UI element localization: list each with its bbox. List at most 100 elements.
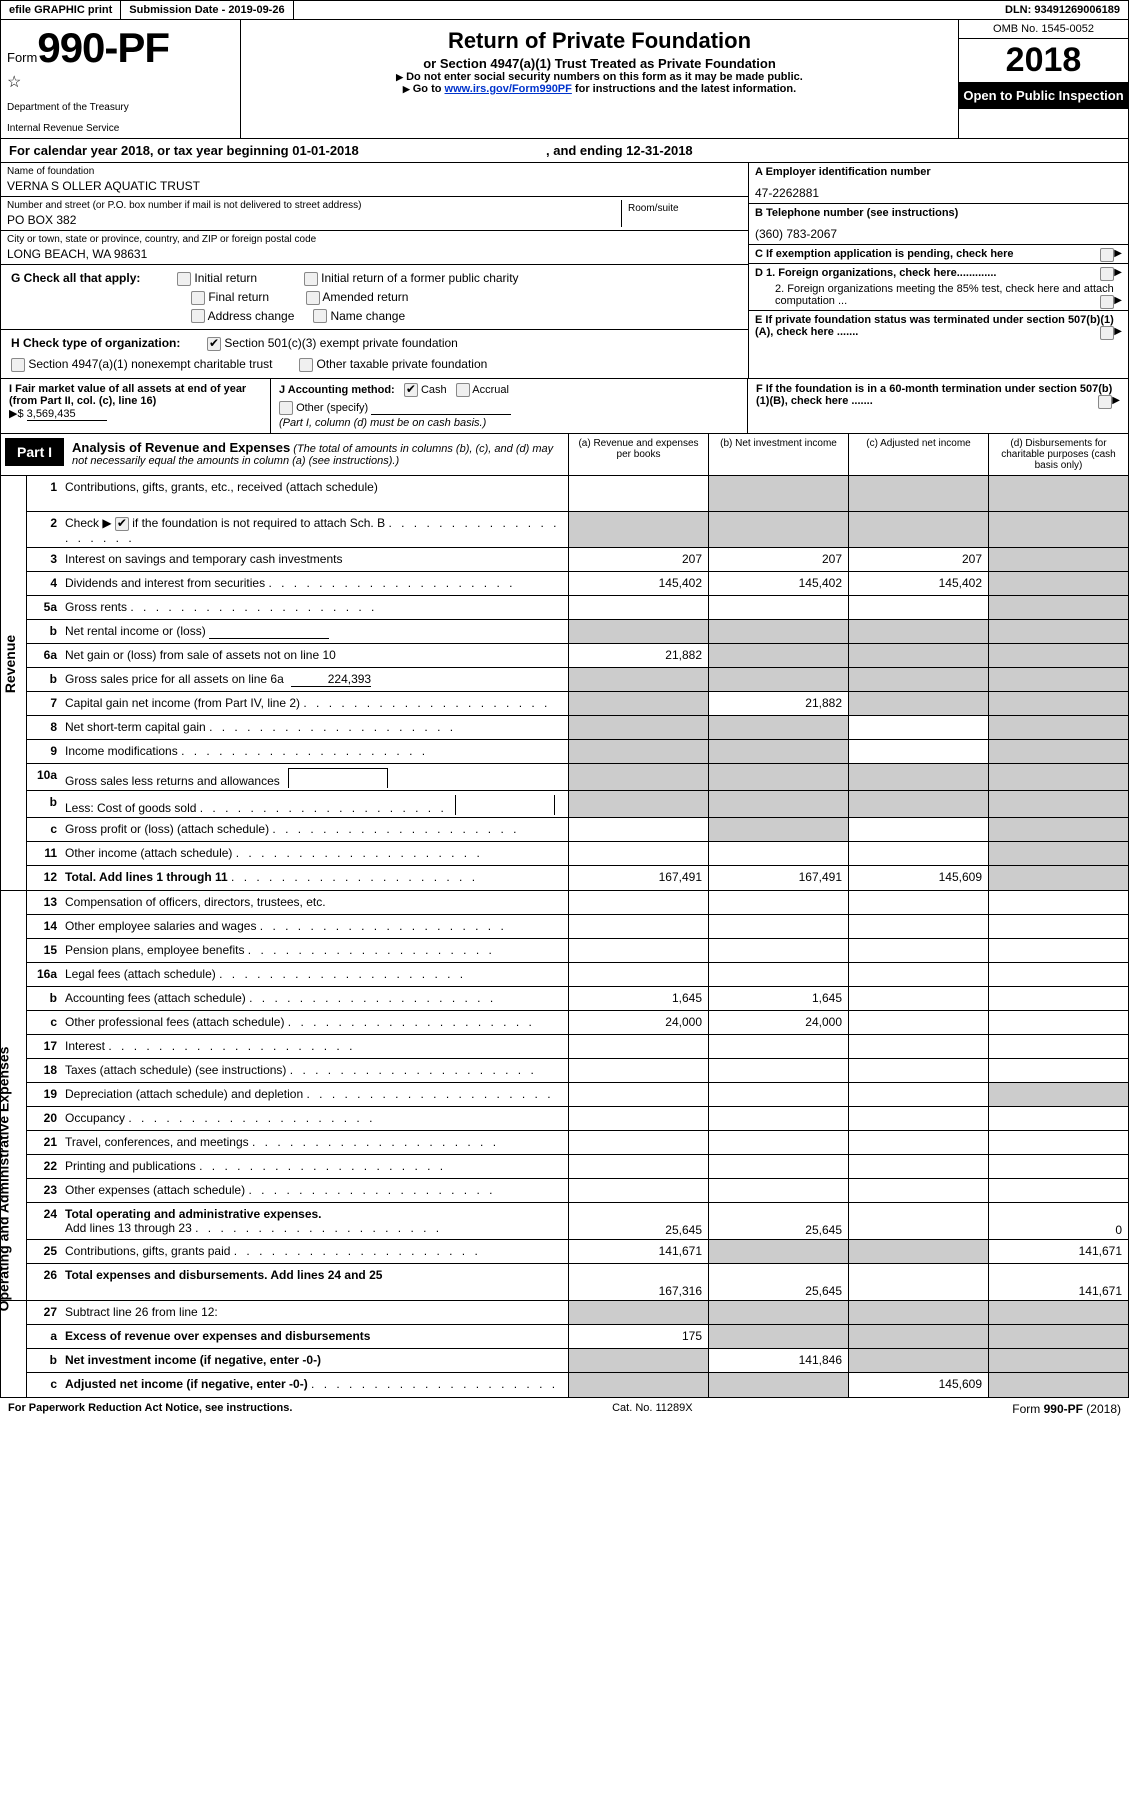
ln-21: 21 [27,1131,65,1154]
col-a-head: (a) Revenue and expenses per books [568,434,708,475]
ln-27a: a [27,1325,65,1348]
ein-value: 47-2262881 [755,186,1122,200]
cb-other-taxable[interactable] [299,358,313,372]
r4-c: 145,402 [848,572,988,595]
i-label: I Fair market value of all assets at end… [9,383,246,407]
g-opt3: Final return [208,290,269,304]
cb-60month[interactable] [1098,395,1112,409]
col-c-head: (c) Adjusted net income [848,434,988,475]
ijf-row: I Fair market value of all assets at end… [0,379,1129,434]
r16c-a: 24,000 [568,1011,708,1034]
ln-7: 7 [27,692,65,715]
cb-initial-return[interactable] [177,272,191,286]
ssn-warning: Do not enter social security numbers on … [406,71,803,83]
desc-27b: Net investment income (if negative, ente… [65,1349,568,1372]
j-label: J Accounting method: [279,384,395,396]
cb-address-change[interactable] [191,309,205,323]
r25-a: 141,671 [568,1240,708,1263]
cb-terminated[interactable] [1100,326,1114,340]
j-note: (Part I, column (d) must be on cash basi… [279,417,739,429]
cb-amended[interactable] [306,291,320,305]
r24-b: 25,645 [708,1203,848,1239]
form-header: Form990-PF ☆ Department of the Treasury … [0,20,1129,139]
desc-13: Compensation of officers, directors, tru… [65,891,568,914]
desc-9: Income modifications [65,740,568,763]
desc-27a: Excess of revenue over expenses and disb… [65,1325,568,1348]
expenses-side-label: Operating and Administrative Expenses [1,891,27,1300]
ln-24: 24 [27,1203,65,1239]
r26-b: 25,645 [708,1264,848,1300]
desc-17: Interest [65,1035,568,1058]
ln-5a: 5a [27,596,65,619]
ln-25: 25 [27,1240,65,1263]
cb-final-return[interactable] [191,291,205,305]
footer-center: Cat. No. 11289X [612,1402,693,1416]
ln-8: 8 [27,716,65,739]
r3-c: 207 [848,548,988,571]
header-center: Return of Private Foundation or Section … [241,20,958,138]
desc-15: Pension plans, employee benefits [65,939,568,962]
cb-initial-former[interactable] [304,272,318,286]
r16b-b: 1,645 [708,987,848,1010]
desc-22: Printing and publications [65,1155,568,1178]
g-opt1: Initial return [194,271,257,285]
desc-8: Net short-term capital gain [65,716,568,739]
desc-18: Taxes (attach schedule) (see instruction… [65,1059,568,1082]
open-to-public: Open to Public Inspection [959,82,1128,109]
header-left: Form990-PF ☆ Department of the Treasury … [1,20,241,138]
goto-suffix: for instructions and the latest informat… [572,83,796,95]
ln-1: 1 [27,476,65,511]
r3-a: 207 [568,548,708,571]
goto-link[interactable]: www.irs.gov/Form990PF [445,83,572,95]
cb-sch-b[interactable] [115,517,129,531]
r6b-inline: 224,393 [291,672,371,687]
address-value: PO BOX 382 [7,213,621,227]
r16c-b: 24,000 [708,1011,848,1034]
r6a-a: 21,882 [568,644,708,667]
cal-end: 12-31-2018 [626,143,693,158]
r12-c: 145,609 [848,866,988,890]
cb-accrual[interactable] [456,383,470,397]
r12-a: 167,491 [568,866,708,890]
ln-3: 3 [27,548,65,571]
omb-number: OMB No. 1545-0052 [959,20,1128,39]
cb-501c3[interactable] [207,337,221,351]
ln-13: 13 [27,891,65,914]
desc-1: Contributions, gifts, grants, etc., rece… [65,476,568,511]
cb-name-change[interactable] [313,309,327,323]
j-cash: Cash [421,384,447,396]
cb-exemption-pending[interactable] [1100,248,1114,262]
calendar-year-row: For calendar year 2018, or tax year begi… [0,139,1129,163]
cb-85pct[interactable] [1100,295,1114,309]
address-label: Number and street (or P.O. box number if… [7,200,621,211]
desc-24: Total operating and administrative expen… [65,1203,568,1239]
desc-10b: Less: Cost of goods sold [65,791,568,817]
city-value: LONG BEACH, WA 98631 [7,247,742,261]
section-i: I Fair market value of all assets at end… [1,379,271,433]
desc-27: Subtract line 26 from line 12: [65,1301,568,1324]
cb-cash[interactable] [404,383,418,397]
desc-25: Contributions, gifts, grants paid [65,1240,568,1263]
ln-19: 19 [27,1083,65,1106]
foundation-name-label: Name of foundation [7,166,742,177]
r27b-b: 141,846 [708,1349,848,1372]
g-opt2: Initial return of a former public charit… [321,271,518,285]
desc-19: Depreciation (attach schedule) and deple… [65,1083,568,1106]
i-arrow: ▶$ [9,408,24,420]
desc-5a: Gross rents [65,596,568,619]
cb-foreign-org[interactable] [1100,267,1114,281]
r4-b: 145,402 [708,572,848,595]
ln-27b: b [27,1349,65,1372]
e-label: E If private foundation status was termi… [755,314,1114,338]
part1-badge: Part I [5,438,64,466]
top-bar: efile GRAPHIC print Submission Date - 20… [0,0,1129,20]
ln-6a: 6a [27,644,65,667]
r25-d: 141,671 [988,1240,1128,1263]
cal-begin: 01-01-2018 [292,143,359,158]
cb-other-method[interactable] [279,401,293,415]
cb-4947a1[interactable] [11,358,25,372]
r16b-a: 1,645 [568,987,708,1010]
ein-label: A Employer identification number [755,166,1122,178]
ln-14: 14 [27,915,65,938]
h-opt3: Other taxable private foundation [317,357,488,371]
